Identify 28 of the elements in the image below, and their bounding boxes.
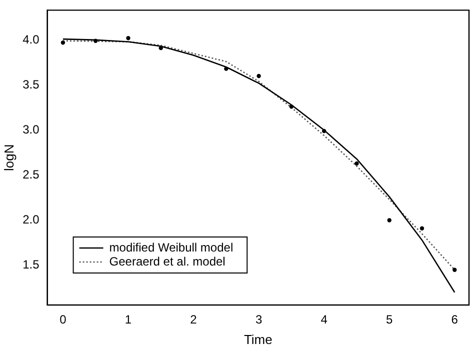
point <box>354 161 359 166</box>
point <box>452 268 457 272</box>
point <box>224 66 228 71</box>
point <box>420 226 424 230</box>
y-tick-label: 2.0 <box>22 212 40 227</box>
point <box>126 36 130 40</box>
x-tick-label: 5 <box>386 312 394 327</box>
x-tick-label: 6 <box>451 312 458 327</box>
y-tick-label: 2.5 <box>22 167 40 182</box>
legend-label: modified Weibull model <box>109 240 234 254</box>
y-tick-label: 3.0 <box>22 122 40 136</box>
x-tick-label: 0 <box>60 312 67 327</box>
x-tick-label: 2 <box>190 312 198 327</box>
x-axis-title: Time <box>244 332 272 347</box>
y-axis-title: logN <box>1 144 16 171</box>
y-tick-label: 4.0 <box>22 32 40 46</box>
y-tick-label: 3.5 <box>22 77 40 92</box>
point <box>387 218 392 222</box>
point <box>289 104 294 109</box>
x-tick-label: 1 <box>124 312 132 327</box>
point <box>322 128 326 134</box>
x-tick-label: 4 <box>320 312 328 327</box>
point <box>93 38 98 43</box>
x-tick-label: 3 <box>255 312 262 327</box>
y-tick-label: 1.5 <box>22 258 40 272</box>
point <box>256 74 261 78</box>
point <box>60 40 66 45</box>
legend-label: Geeraerd et al. model <box>109 254 226 268</box>
